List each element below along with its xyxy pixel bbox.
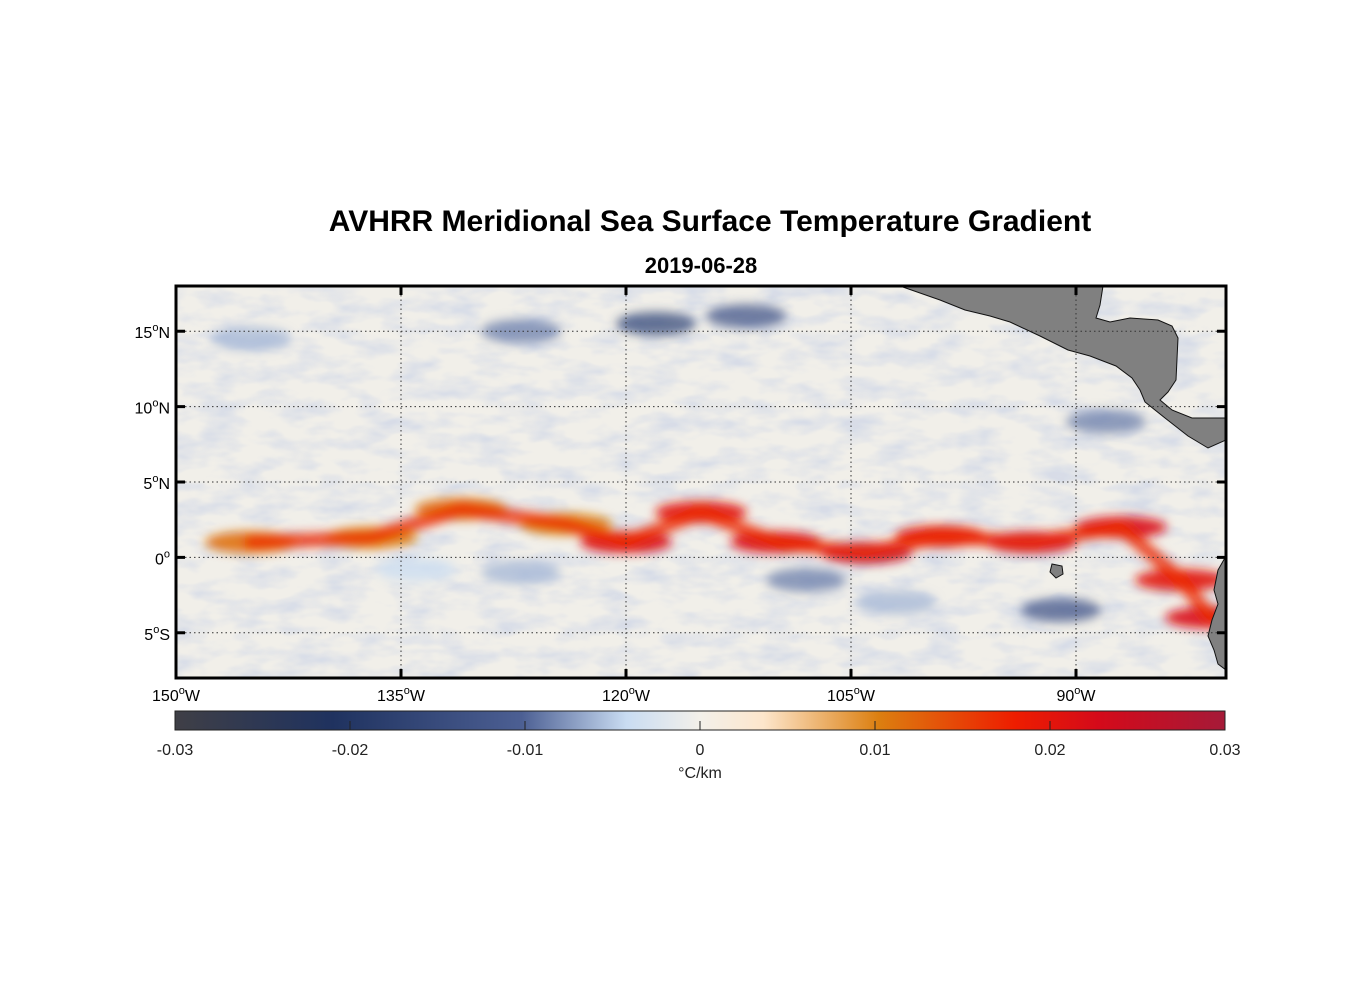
negative-band-feature [1021,598,1101,623]
chart-title: AVHRR Meridional Sea Surface Temperature… [328,205,1092,238]
land-central-america [899,286,1226,449]
gradient-field [205,304,1226,629]
chart-subtitle: 2019-06-28 [644,253,758,278]
colorbar-tick-label: -0.02 [332,742,369,759]
colorbar-tick-label: 0.03 [1209,742,1240,759]
y-axis-labels: 15oN 10oN 5oN 0o 5oS [135,322,170,644]
x-tick-label: 120oW [602,685,651,705]
negative-band-feature [856,590,936,615]
y-tick-label: 5oN [143,473,170,493]
y-tick-label: 10oN [135,398,170,418]
y-tick-label: 0o [155,548,170,568]
negative-band-feature [211,326,291,351]
negative-band-feature [481,319,561,344]
heatmap-plot [176,286,1226,678]
colorbar-tick-label: 0.02 [1034,742,1065,759]
x-tick-label: 105oW [827,685,876,705]
colorbar-tick-label: -0.01 [507,742,544,759]
x-axis-labels: 150oW 135oW 120oW 105oW 90oW [152,685,1096,705]
colorbar-tick-label: -0.03 [157,742,194,759]
colorbar-tick-label: 0.01 [859,742,890,759]
x-tick-label: 90oW [1056,685,1096,705]
y-tick-label: 5oS [144,624,170,644]
x-tick-label: 135oW [377,685,426,705]
equatorial-front-line [244,502,1218,625]
y-tick-label: 15oN [135,322,170,342]
x-tick-label: 150oW [152,685,201,705]
negative-band-feature [481,560,561,585]
colorbar-units: °C/km [678,765,722,782]
negative-band-feature [706,304,786,329]
negative-band-feature [616,311,696,336]
land-south-america [1207,554,1226,671]
colorbar-ticks: -0.03 -0.02 -0.01 0 0.01 0.02 0.03 [157,721,1241,759]
negative-band-feature [766,568,846,592]
negative-band-feature [376,557,456,582]
land-galapagos [1049,563,1064,579]
negative-band-feature [1066,409,1146,434]
plot-frame [174,284,1228,680]
colorbar-tick-label: 0 [696,742,705,759]
